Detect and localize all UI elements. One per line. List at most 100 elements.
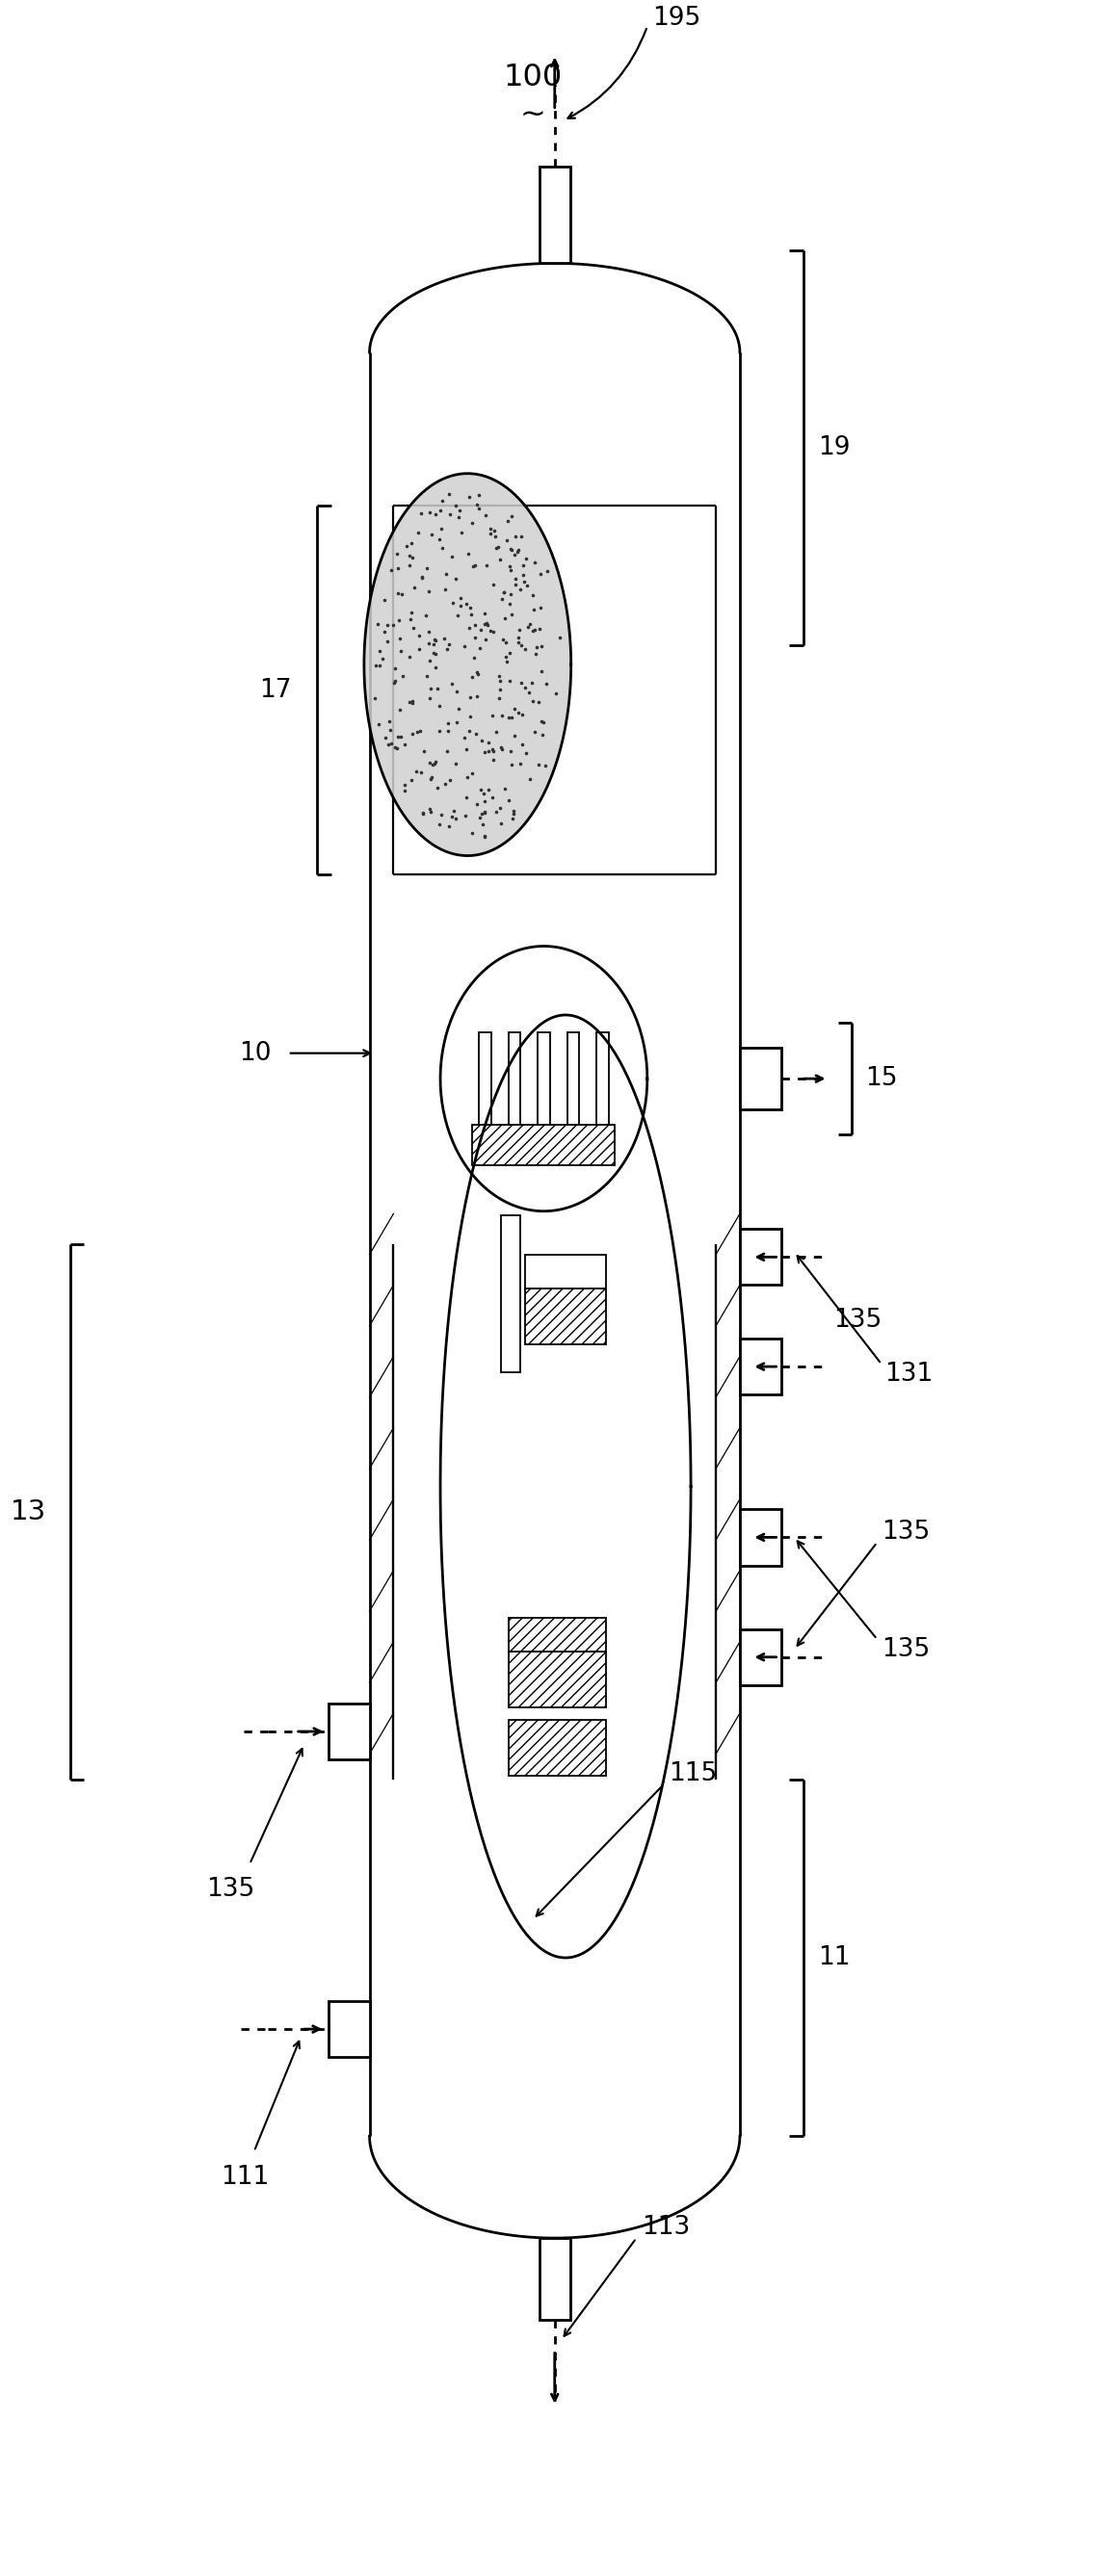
Point xyxy=(484,611,502,652)
Text: 11: 11 xyxy=(818,1945,851,1971)
Point xyxy=(382,549,399,590)
Point xyxy=(521,603,539,644)
Point xyxy=(520,672,538,714)
Point xyxy=(432,507,450,549)
Point xyxy=(448,670,466,711)
Text: 135: 135 xyxy=(881,1636,930,1662)
Point xyxy=(390,690,408,732)
Point xyxy=(502,732,520,773)
Point xyxy=(530,608,547,649)
Point xyxy=(502,696,520,737)
Point xyxy=(470,487,488,528)
Point xyxy=(492,786,510,827)
Point xyxy=(499,500,517,541)
Polygon shape xyxy=(364,474,571,855)
Point xyxy=(430,518,448,559)
Point xyxy=(426,634,444,675)
Point xyxy=(502,495,520,536)
Point xyxy=(388,726,406,768)
Point xyxy=(518,538,535,580)
Point xyxy=(513,623,531,665)
Point xyxy=(488,528,505,569)
Point xyxy=(465,546,482,587)
Bar xyxy=(479,1033,491,1126)
Point xyxy=(500,582,518,623)
Point xyxy=(491,670,509,711)
Point xyxy=(400,636,418,677)
Point xyxy=(483,696,501,737)
Point xyxy=(450,497,468,538)
Point xyxy=(493,729,511,770)
Point xyxy=(432,793,450,835)
Point xyxy=(477,495,494,536)
Point xyxy=(426,742,444,783)
Point xyxy=(426,618,444,659)
Point xyxy=(507,515,524,556)
Point xyxy=(396,765,414,806)
Bar xyxy=(328,2002,369,2058)
Point xyxy=(380,701,398,742)
Point xyxy=(439,703,457,744)
Point xyxy=(497,598,514,639)
Point xyxy=(404,680,421,721)
Point xyxy=(393,716,410,757)
Point xyxy=(483,729,501,770)
Point xyxy=(437,554,455,595)
Point xyxy=(493,696,511,737)
Point xyxy=(490,654,508,696)
Point xyxy=(505,793,523,835)
Point xyxy=(404,683,421,724)
Bar xyxy=(740,1340,781,1394)
Point xyxy=(476,814,493,855)
Point xyxy=(425,631,442,672)
Point xyxy=(532,701,550,742)
Point xyxy=(440,760,458,801)
Point xyxy=(476,732,493,773)
Point xyxy=(505,533,523,574)
Point xyxy=(371,644,388,685)
Point xyxy=(471,629,489,670)
Point xyxy=(414,791,431,832)
Point xyxy=(480,732,498,773)
Point xyxy=(534,701,552,742)
Point xyxy=(430,685,448,726)
Point xyxy=(447,484,465,526)
Point xyxy=(453,513,471,554)
Point xyxy=(372,631,389,672)
Point xyxy=(396,724,414,765)
Point xyxy=(491,538,509,580)
Text: 19: 19 xyxy=(818,435,851,461)
Point xyxy=(386,647,404,688)
Point xyxy=(514,554,532,595)
Point xyxy=(471,799,489,840)
Point xyxy=(447,559,465,600)
Point xyxy=(525,608,543,649)
Point xyxy=(392,631,409,672)
Point xyxy=(523,662,541,703)
Point xyxy=(484,564,502,605)
Point xyxy=(415,732,432,773)
Point xyxy=(458,729,476,770)
Point xyxy=(384,605,401,647)
Point xyxy=(374,639,392,680)
Text: ~: ~ xyxy=(520,100,546,131)
Point xyxy=(409,513,427,554)
Point xyxy=(410,629,428,670)
Point xyxy=(447,744,465,786)
Point xyxy=(404,538,421,580)
Point xyxy=(460,477,478,518)
Point xyxy=(444,536,461,577)
Point xyxy=(413,556,430,598)
Point xyxy=(442,662,460,703)
Point xyxy=(493,580,511,621)
Bar xyxy=(509,1651,606,1708)
Point xyxy=(458,757,476,799)
Point xyxy=(450,688,468,729)
Point xyxy=(498,641,515,683)
Point xyxy=(472,608,490,649)
Point xyxy=(463,811,481,853)
Point xyxy=(528,626,545,667)
Point xyxy=(405,608,422,649)
Point xyxy=(501,659,519,701)
Point xyxy=(498,636,515,677)
